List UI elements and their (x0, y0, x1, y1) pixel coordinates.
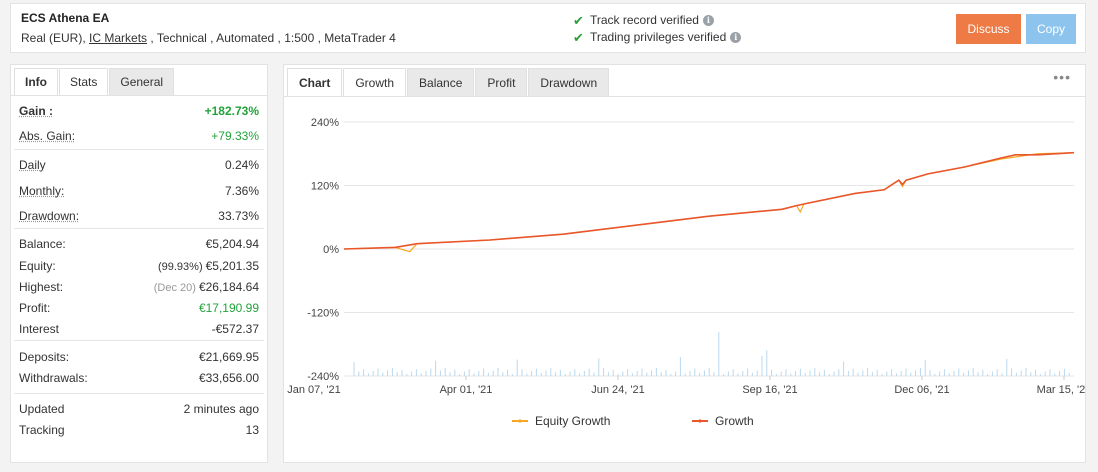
x-tick-label: Jun 24, '21 (591, 384, 644, 396)
meta-prefix: Real (EUR), (21, 31, 90, 45)
y-tick-label: 240% (311, 117, 339, 129)
system-meta: Real (EUR), IC Markets , Technical , Aut… (21, 31, 396, 45)
stat-tracking: Tracking 13 (11, 419, 267, 440)
more-dots-icon[interactable]: ••• (1053, 69, 1071, 85)
stat-interest: Interest -€572.37 (11, 318, 267, 340)
stat-daily: Daily 0.24% (11, 151, 267, 178)
broker-link[interactable]: IC Markets (89, 31, 148, 45)
stat-value: +79.33% (211, 129, 259, 143)
stats-panel: Info Stats General Gain : +182.73% Abs. … (10, 64, 268, 463)
stat-profit: Profit: €17,190.99 (11, 297, 267, 318)
stat-label[interactable]: Drawdown: (19, 208, 80, 223)
stat-highest: Highest: (Dec 20) €26,184.64 (11, 276, 267, 297)
tab-general[interactable]: General (109, 68, 175, 95)
verification-track-record: ✔ Track record verified i (573, 12, 741, 29)
legend-marker (518, 419, 522, 423)
stat-value: 33.73% (218, 208, 259, 223)
stat-label: Updated (19, 401, 65, 416)
discuss-button[interactable]: Discuss (956, 14, 1021, 44)
info-icon[interactable]: i (702, 15, 714, 26)
stat-label: Highest: (19, 279, 64, 294)
divider (14, 228, 264, 229)
series-line (343, 151, 1075, 250)
stat-value: +182.73% (204, 104, 259, 118)
chart-tabs: Chart Growth Balance Profit Drawdown (284, 65, 1085, 97)
stat-label[interactable]: Monthly: (19, 183, 65, 198)
legend-label[interactable]: Equity Growth (535, 414, 610, 428)
stat-value: €21,669.95 (198, 349, 259, 364)
chart-panel: Chart Growth Balance Profit Drawdown •••… (283, 64, 1086, 463)
stat-label[interactable]: Daily (19, 157, 46, 172)
check-icon: ✔ (573, 13, 584, 28)
stat-withdrawals: Withdrawals: €33,656.00 (11, 367, 267, 388)
stat-value: €5,201.35 (205, 258, 259, 273)
stat-gain: Gain : +182.73% (11, 99, 267, 123)
stat-label: Interest (19, 322, 60, 336)
tab-chart[interactable]: Chart (287, 68, 343, 96)
stat-updated: Updated 2 minutes ago (11, 398, 267, 419)
x-tick-label: Apr 01, '21 (440, 384, 493, 396)
stat-value: €26,184.64 (198, 279, 259, 294)
stat-abs-gain: Abs. Gain: +79.33% (11, 123, 267, 149)
x-tick-label: Mar 15, '22 (1037, 384, 1085, 396)
stat-label: Profit: (19, 300, 51, 315)
equity-percent: (99.93%) (157, 260, 203, 273)
stat-balance: Balance: €5,204.94 (11, 233, 267, 255)
verification-trading-privileges: ✔ Trading privileges verified i (573, 29, 742, 46)
verification-list: ✔ Track record verified i ✔ Trading priv… (573, 12, 742, 46)
stat-value: -€572.37 (211, 322, 259, 336)
meta-suffix: , Technical , Automated , 1:500 , MetaTr… (147, 31, 396, 45)
stat-deposits: Deposits: €21,669.95 (11, 346, 267, 367)
stat-label: Balance: (19, 237, 66, 251)
divider (14, 393, 264, 394)
y-tick-label: -240% (307, 371, 339, 383)
x-tick-label: Dec 06, '21 (894, 384, 949, 396)
y-tick-label: -120% (307, 308, 339, 320)
growth-chart: 240% 120% 0% -120% -240% Jan 07, '21 Apr 01, … (287, 117, 1085, 428)
stat-drawdown: Drawdown: 33.73% (11, 203, 267, 228)
copy-button[interactable]: Copy (1026, 14, 1076, 44)
highest-date: (Dec 20) (153, 281, 196, 294)
stat-equity: Equity: (99.93%) €5,201.35 (11, 255, 267, 276)
verification-label: Trading privileges verified (590, 30, 727, 44)
stat-label: Equity: (19, 258, 56, 273)
x-tick-label: Jan 07, '21 (287, 384, 340, 396)
info-icon[interactable]: i (730, 32, 742, 43)
stat-value: 13 (245, 422, 259, 437)
verification-label: Track record verified (590, 13, 699, 27)
stat-value: €5,204.94 (205, 237, 259, 251)
stat-label[interactable]: Abs. Gain: (19, 129, 76, 143)
stat-value: 2 minutes ago (183, 401, 259, 416)
tab-stats[interactable]: Stats (59, 68, 109, 95)
stat-value: 7.36% (224, 183, 259, 198)
stat-value: €33,656.00 (198, 370, 259, 385)
stat-label[interactable]: Gain : (19, 104, 54, 118)
legend-marker (698, 419, 702, 423)
stat-label: Withdrawals: (19, 370, 88, 385)
check-icon: ✔ (573, 30, 584, 45)
tab-profit[interactable]: Profit (475, 68, 528, 96)
stats-tabs: Info Stats General (11, 65, 267, 96)
system-name: ECS Athena EA (21, 11, 110, 25)
tab-drawdown[interactable]: Drawdown (528, 68, 610, 96)
divider (14, 149, 264, 150)
tab-info[interactable]: Info (14, 68, 58, 95)
y-tick-label: 0% (323, 244, 339, 256)
stat-label: Deposits: (19, 349, 70, 364)
tab-growth[interactable]: Growth (343, 68, 407, 96)
stat-value: €17,190.99 (198, 300, 259, 315)
tab-balance[interactable]: Balance (407, 68, 475, 96)
stat-value: 0.24% (224, 157, 259, 172)
x-tick-label: Sep 16, '21 (742, 384, 797, 396)
divider (14, 340, 264, 341)
stat-monthly: Monthly: 7.36% (11, 178, 267, 203)
y-tick-label: 120% (311, 181, 339, 193)
system-header: ECS Athena EA Real (EUR), IC Markets , T… (10, 3, 1086, 53)
legend-label[interactable]: Growth (715, 414, 754, 428)
stat-label: Tracking (19, 422, 65, 437)
